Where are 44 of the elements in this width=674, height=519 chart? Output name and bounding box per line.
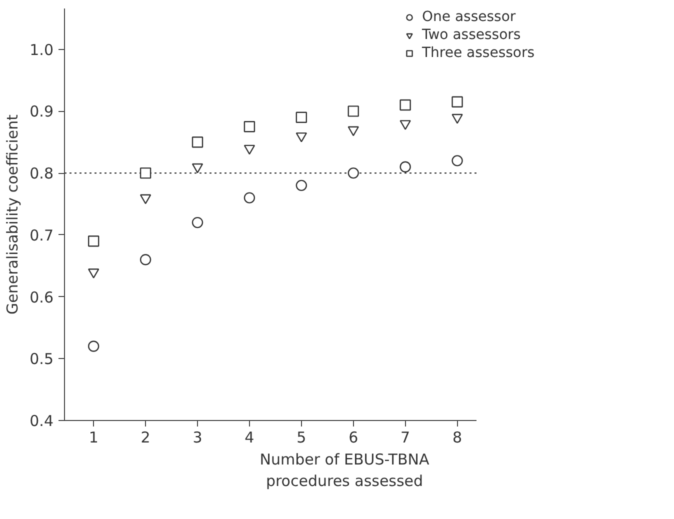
- point: [348, 106, 359, 117]
- point: [400, 120, 411, 130]
- point: [452, 155, 463, 166]
- point: [140, 194, 152, 204]
- y-tick-label: 0.6: [30, 288, 54, 306]
- x-tick-label: 3: [192, 428, 202, 446]
- point: [192, 163, 204, 174]
- point: [296, 180, 308, 192]
- x-tick-label: 7: [400, 428, 410, 446]
- y-tick-label: 1.0: [30, 40, 54, 59]
- point: [244, 192, 256, 204]
- point: [452, 96, 463, 108]
- y-tick-label: 0.9: [30, 102, 54, 121]
- point: [296, 112, 308, 123]
- point: [348, 167, 359, 179]
- x-tick-label: 2: [140, 428, 150, 446]
- point: [88, 268, 100, 278]
- point: [88, 340, 100, 352]
- point: [140, 167, 152, 179]
- legend-label: Three assessors: [422, 44, 535, 62]
- y-axis-title: Generalisability coefficient: [4, 114, 22, 315]
- x-tick-label: 1: [88, 428, 98, 446]
- point: [244, 144, 256, 155]
- y-tick-label: 0.7: [30, 226, 54, 244]
- x-tick-label: 8: [452, 428, 462, 446]
- point: [400, 99, 411, 111]
- point: [400, 161, 411, 172]
- point: [88, 236, 100, 247]
- point: [296, 132, 308, 142]
- x-tick-label: 6: [348, 428, 358, 446]
- x-axis-title: Number of EBUS-TBNA procedures assessed: [260, 450, 430, 490]
- x-tick-label: 4: [244, 428, 254, 446]
- point: [244, 121, 256, 132]
- x-tick-label: 5: [296, 428, 306, 446]
- point: [348, 126, 359, 136]
- point: [452, 114, 463, 124]
- y-tick-label: 0.8: [30, 164, 54, 183]
- legend-label: One assessor: [422, 8, 516, 26]
- point: [192, 216, 204, 228]
- y-tick-label: 0.4: [30, 412, 54, 430]
- y-tick-label: 0.5: [30, 350, 54, 368]
- legend-label: Two assessors: [422, 26, 521, 44]
- point: [140, 254, 152, 266]
- point: [192, 136, 204, 148]
